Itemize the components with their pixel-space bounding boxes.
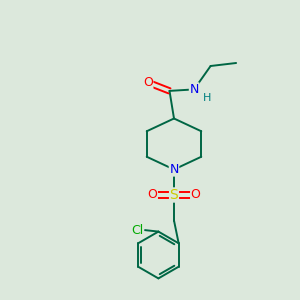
- Text: N: N: [169, 163, 179, 176]
- Text: O: O: [143, 76, 153, 89]
- Text: N: N: [189, 83, 199, 96]
- Text: O: O: [191, 188, 200, 202]
- Text: Cl: Cl: [131, 224, 143, 237]
- Text: H: H: [202, 93, 211, 103]
- Text: S: S: [169, 188, 178, 202]
- Text: O: O: [148, 188, 157, 202]
